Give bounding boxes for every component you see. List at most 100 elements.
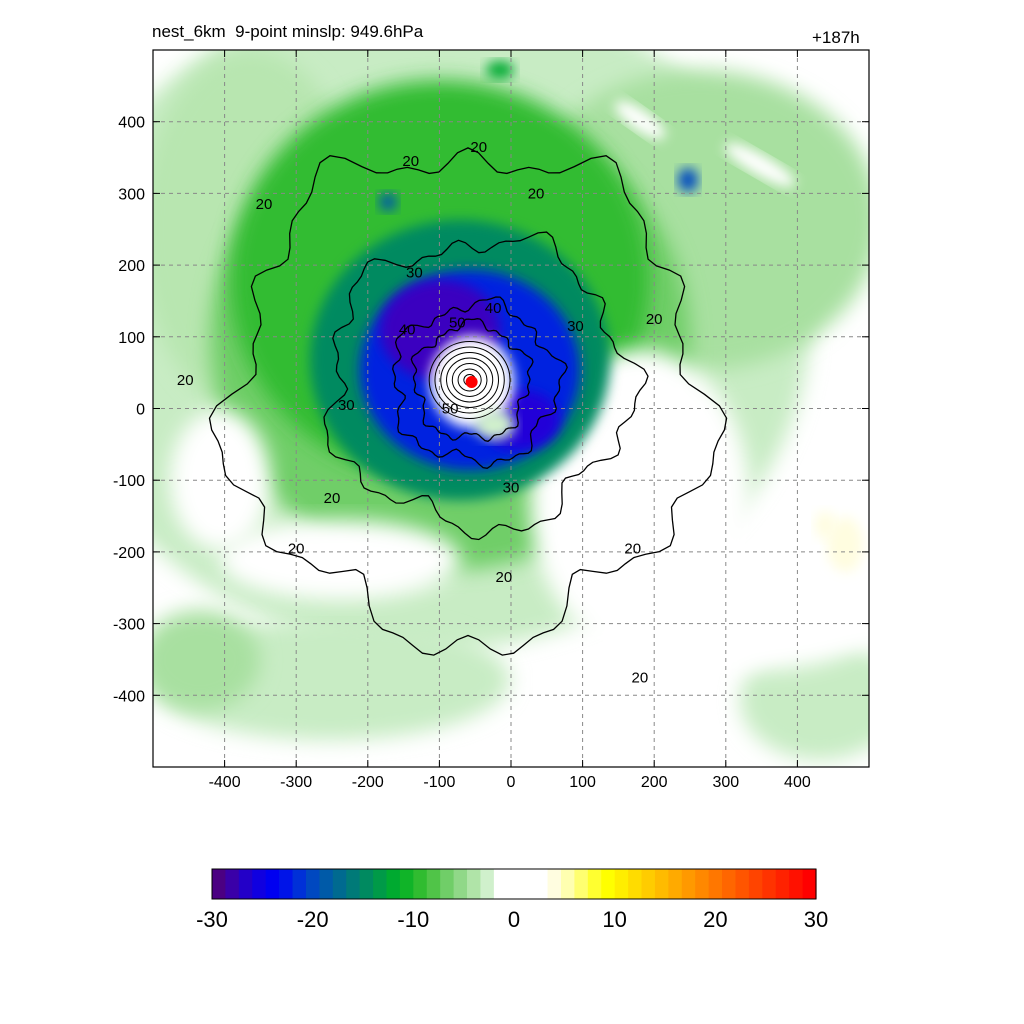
contour-label: 20 xyxy=(632,669,649,686)
colorbar-swatch xyxy=(520,869,535,899)
colorbar-swatch xyxy=(681,869,696,899)
colorbar-swatch xyxy=(386,869,401,899)
contour-line-50 xyxy=(410,318,534,443)
colorbar-swatch xyxy=(426,869,441,899)
colorbar-swatch xyxy=(587,869,602,899)
contour-line-40 xyxy=(392,296,568,469)
x-tick-label: -300 xyxy=(280,774,312,791)
eye-contour-ring xyxy=(434,346,505,414)
y-tick-label: -300 xyxy=(113,617,145,634)
field-sw-patch xyxy=(153,610,260,710)
colorbar-swatch xyxy=(654,869,669,899)
colorbar-swatch xyxy=(238,869,253,899)
colorbar-swatch xyxy=(279,869,294,899)
colorbar-swatch xyxy=(722,869,737,899)
field-se-gap xyxy=(640,570,869,670)
colorbar-swatch xyxy=(748,869,763,899)
contour-label: 20 xyxy=(528,185,545,202)
field-green-spot-top xyxy=(486,61,514,79)
y-tick-label: 100 xyxy=(118,330,145,347)
colorbar-swatch xyxy=(547,869,562,899)
x-tick-label: 200 xyxy=(641,774,668,791)
colorbar-swatch xyxy=(399,869,414,899)
colorbar-tick-label: -10 xyxy=(397,907,429,932)
colorbar-swatch xyxy=(493,869,508,899)
colorbar-swatch xyxy=(252,869,267,899)
x-tick-label: 0 xyxy=(507,774,516,791)
contour-label: 20 xyxy=(177,372,194,389)
y-tick-label: -200 xyxy=(113,545,145,562)
colorbar-swatch xyxy=(413,869,428,899)
colorbar-swatch xyxy=(292,869,307,899)
x-tick-label: 400 xyxy=(784,774,811,791)
colorbar-swatch xyxy=(480,869,495,899)
contour-line-20 xyxy=(208,147,728,656)
contour-label: 20 xyxy=(324,490,341,507)
contour-lines xyxy=(208,147,728,656)
field-blue-spot-ne xyxy=(678,168,698,192)
contour-label: 20 xyxy=(256,196,273,213)
field-ne-streak xyxy=(725,143,795,187)
colorbar-swatch xyxy=(319,869,334,899)
colorbar-swatch xyxy=(695,869,710,899)
contour-label: 30 xyxy=(338,397,355,414)
colorbar-swatch xyxy=(574,869,589,899)
colorbar-swatch xyxy=(775,869,790,899)
colorbar-swatch xyxy=(305,869,320,899)
colorbar-swatch xyxy=(225,869,240,899)
colorbar-swatch xyxy=(373,869,388,899)
colorbar-swatch xyxy=(560,869,575,899)
colorbar-tick-label: -20 xyxy=(297,907,329,932)
colorbar-swatch xyxy=(789,869,804,899)
field-se-patch xyxy=(740,640,869,760)
colorbar-swatch xyxy=(614,869,629,899)
forecast-hour-label: +187h xyxy=(812,28,860,47)
x-tick-label: -100 xyxy=(423,774,455,791)
contour-label: 20 xyxy=(470,139,487,156)
contour-label: 20 xyxy=(646,311,663,328)
colorbar-swatch xyxy=(467,869,482,899)
field-eye-edge xyxy=(475,410,515,440)
contour-label: 20 xyxy=(624,540,641,557)
eye-contour-ring xyxy=(457,368,482,392)
contour-label: 30 xyxy=(567,318,584,335)
contour-label: 50 xyxy=(442,401,459,418)
colorbar-tick-label: 10 xyxy=(602,907,626,932)
colorbar-swatch xyxy=(735,869,750,899)
storm-center-marker-group xyxy=(465,375,478,388)
contour-label: 50 xyxy=(449,314,466,331)
field-south-gap xyxy=(220,520,460,600)
colorbar-swatch xyxy=(212,869,227,899)
colorbar-swatch xyxy=(440,869,455,899)
y-tick-label: 0 xyxy=(136,402,145,419)
x-tick-label: -200 xyxy=(352,774,384,791)
eye-contour-ring xyxy=(440,351,499,408)
wind-field-shading xyxy=(153,50,869,767)
contour-label: 30 xyxy=(503,479,520,496)
eye-contour-ring xyxy=(451,362,488,397)
contour-labels: 20 20 20 20 20 20 20 20 20 20 20 30 30 30 30 40 40 50 50 xyxy=(177,139,663,687)
colorbar-tick-label: 0 xyxy=(508,907,520,932)
contour-line-30 xyxy=(323,231,649,541)
colorbar-swatch xyxy=(708,869,723,899)
contour-label: 20 xyxy=(495,569,512,586)
colorbar-swatch xyxy=(265,869,280,899)
colorbar-swatch xyxy=(507,869,522,899)
x-tick-label: 100 xyxy=(569,774,596,791)
eye-contour-ring xyxy=(428,340,511,419)
x-tick-label: 300 xyxy=(712,774,739,791)
contour-label: 20 xyxy=(402,153,419,170)
colorbar-swatch xyxy=(628,869,643,899)
colorbar-frame xyxy=(211,868,817,900)
field-positive-patch-2 xyxy=(815,511,835,539)
colorbar-swatch xyxy=(359,869,374,899)
contour-label: 30 xyxy=(406,264,423,281)
y-tick-label: 300 xyxy=(118,186,145,203)
colorbar-swatch xyxy=(332,869,347,899)
colorbar-swatch xyxy=(346,869,361,899)
y-tick-label: 200 xyxy=(118,258,145,275)
contour-label: 20 xyxy=(288,540,305,557)
colorbar-swatch xyxy=(534,869,549,899)
field-blue-spot-n xyxy=(379,193,397,211)
